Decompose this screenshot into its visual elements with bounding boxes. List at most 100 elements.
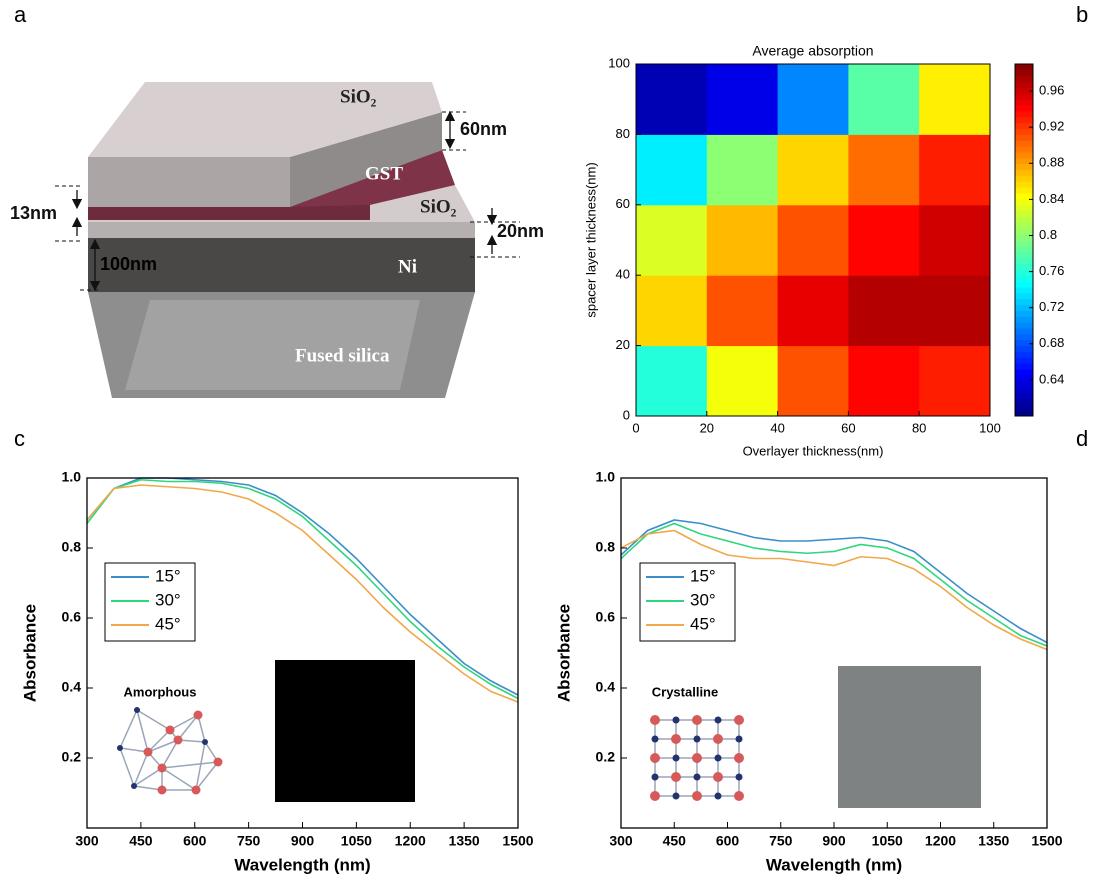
colorbar-step [1015,252,1033,258]
y-tick-label: 0.2 [596,749,616,765]
y-tick-label: 0.4 [596,679,616,695]
heat-cell [778,275,849,346]
colorbar-step [1015,76,1033,82]
colorbar-step [1015,240,1033,246]
chart-title: Average absorption [752,43,873,59]
colorbar-step [1015,269,1033,275]
colorbar-step [1015,404,1033,410]
colorbar-step [1015,222,1033,228]
x-tick-label: 750 [769,833,793,849]
heat-cell [919,346,990,417]
colorbar-step [1015,93,1033,99]
colorbar-step [1015,105,1033,111]
colorbar-step [1015,263,1033,269]
colorbar-step [1015,363,1033,369]
atom [736,736,743,743]
colorbar-step [1015,211,1033,217]
heat-cell [919,205,990,276]
x-tick-label: 600 [716,833,740,849]
y-axis-label: Absorbance [20,604,39,702]
x-tick-label: 1200 [925,833,956,849]
colorbar-step [1015,340,1033,346]
heat-cell [636,346,707,417]
panel-label: d [1076,426,1088,451]
heat-cell [848,275,919,346]
x-tick-label: 300 [609,833,633,849]
colorbar-step [1015,357,1033,363]
atom [650,715,660,725]
plot-frame [621,478,1047,828]
atom [174,736,183,745]
inset-label: Crystalline [652,684,718,699]
y-tick-label: 60 [616,196,630,211]
y-tick-label: 80 [616,126,630,141]
panel-label: b [1076,2,1088,27]
y-tick-label: 0.8 [62,539,82,555]
colorbar-step [1015,228,1033,234]
colorbar-step [1015,187,1033,193]
sample-photo [838,666,981,808]
colorbar-tick-label: 0.96 [1039,83,1064,98]
x-tick-label: 450 [663,833,687,849]
x-axis-label: Wavelength (nm) [234,855,370,874]
atom [694,774,701,781]
atom [214,758,223,767]
dimension-label: 13nm [10,203,57,223]
dimension-label: 60nm [460,119,507,139]
bond [120,748,134,786]
heat-cell [848,205,919,276]
heat-cell [778,64,849,135]
bond [178,715,198,740]
colorbar-step [1015,258,1033,264]
colorbar-step [1015,175,1033,181]
y-tick-label: 0.2 [62,749,82,765]
layer-label: Ni [398,256,417,277]
colorbar-step [1015,140,1033,146]
heat-cell [778,346,849,417]
atom [692,753,702,763]
y-axis-label: spacer layer thickness(nm) [583,162,598,317]
colorbar-step [1015,381,1033,387]
layer-diagram: SiO₂ 60nm GST SiO₂ 13nm 20nm 100nm Ni Fu… [10,82,544,398]
colorbar-step [1015,129,1033,135]
colorbar-step [1015,134,1033,140]
heat-cell [848,134,919,205]
atom [692,715,702,725]
legend-label: 45° [155,614,181,633]
atom [650,791,660,801]
colorbar-step [1015,199,1033,205]
colorbar-step [1015,328,1033,334]
y-tick-label: 0.8 [596,539,616,555]
y-axis-label: Absorbance [554,604,573,702]
panel-label: c [14,426,25,451]
colorbar-step [1015,346,1033,352]
x-tick-label: 0 [632,420,639,435]
atom [117,745,123,751]
bond [170,715,198,730]
colorbar-step [1015,387,1033,393]
heat-cell [707,205,778,276]
atom [166,726,175,735]
bond [120,710,137,748]
atom [158,764,167,773]
colorbar-step [1015,193,1033,199]
atom [671,734,681,744]
layer-label: Fused silica [295,345,390,366]
heat-cell [778,134,849,205]
atom [734,791,744,801]
atom [192,786,201,795]
x-tick-label: 100 [979,420,1001,435]
colorbar-step [1015,181,1033,187]
x-tick-label: 40 [770,420,784,435]
x-tick-label: 300 [75,833,99,849]
x-tick-label: 1500 [502,833,533,849]
atom [144,748,153,757]
heat-cell [707,275,778,346]
heat-cell [707,134,778,205]
gst-layer [88,205,370,220]
bond [148,740,178,752]
heat-cell [848,64,919,135]
atom [134,707,140,713]
x-tick-label: 60 [841,420,855,435]
legend-label: 30° [155,590,181,609]
